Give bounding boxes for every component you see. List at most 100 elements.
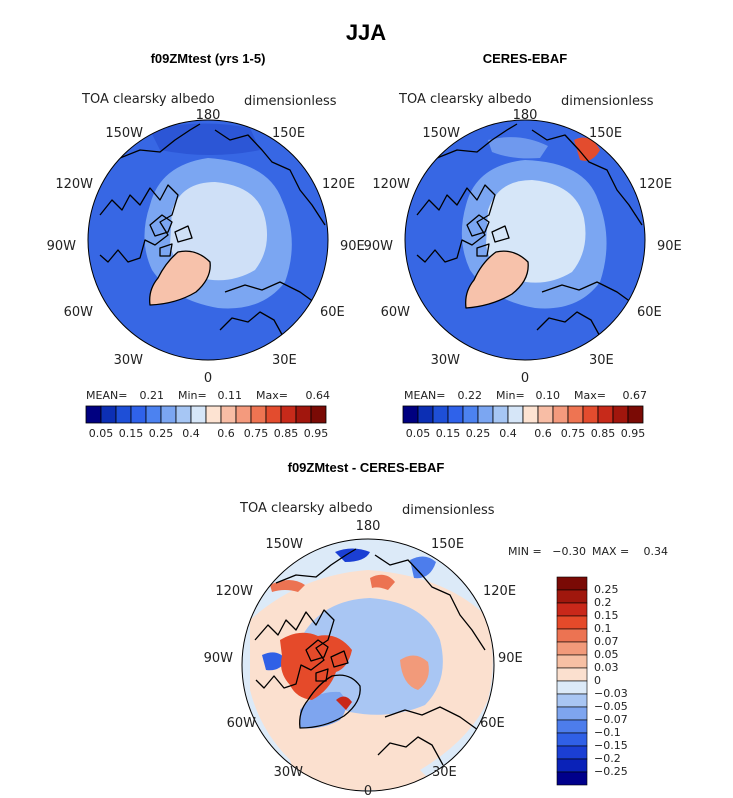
coastline-greenland-obs xyxy=(465,250,529,309)
colorbar-swatch xyxy=(432,405,449,424)
colorbar-ticks-model: 0.05 0.15 0.25 0.4 0.6 0.75 0.85 0.95 xyxy=(89,427,329,440)
coastline-alaska-diff xyxy=(275,548,357,584)
colorbar-obs xyxy=(402,405,644,424)
colorbar-tick: 0.05 xyxy=(594,648,619,661)
stat-max-label: Max= xyxy=(256,389,288,402)
colorbar-tick: 0.6 xyxy=(217,427,235,440)
lon-label: 30E xyxy=(589,353,614,368)
colorbar-tick: 0.75 xyxy=(244,427,269,440)
panel-obs-title: CERES-EBAF xyxy=(483,51,568,66)
coastline-greenland-diff xyxy=(299,674,361,729)
colorbar-swatch xyxy=(556,576,588,591)
colorbar-swatch xyxy=(556,745,588,760)
lon-label: 120E xyxy=(483,584,516,599)
colorbar-swatch xyxy=(556,719,588,734)
greenland-obs xyxy=(465,251,529,308)
greenland-model xyxy=(149,251,211,305)
panel-obs-units: dimensionless xyxy=(561,94,654,109)
colorbar-swatch xyxy=(522,405,539,424)
lon-label: 0 xyxy=(204,371,212,386)
diff-east-siberian-negative xyxy=(335,548,370,562)
colorbar-tick: 0.25 xyxy=(466,427,491,440)
lon-label: 120W xyxy=(372,177,410,192)
colorbar-swatch xyxy=(115,405,132,424)
coastline-canadian-islands-diff xyxy=(305,639,349,682)
diff-greenland-negative xyxy=(300,691,346,729)
colorbar-swatch xyxy=(556,589,588,604)
lon-label: 60W xyxy=(227,716,257,731)
colorbar-swatch xyxy=(220,405,237,424)
coastline-eurasia-model xyxy=(224,281,319,306)
coastline-alaska-obs xyxy=(436,123,518,159)
colorbar-tick: 0.85 xyxy=(591,427,616,440)
colorbar-swatch xyxy=(175,405,192,424)
coastline-canadian-islands-model xyxy=(149,214,193,257)
panel-model-variable: TOA clearsky albedo xyxy=(81,92,215,107)
colorbar-tick: −0.2 xyxy=(594,752,621,765)
colorbar-tick: 0.75 xyxy=(561,427,586,440)
colorbar-swatch xyxy=(552,405,569,424)
colorbar-swatch xyxy=(295,405,312,424)
lon-label: 120E xyxy=(322,177,355,192)
stat-mean-label: MEAN= xyxy=(86,389,127,402)
colorbar-tick: 0.25 xyxy=(149,427,174,440)
colorbar-swatch xyxy=(556,602,588,617)
colorbar-swatch xyxy=(250,405,267,424)
lon-label: 150W xyxy=(422,126,460,141)
colorbar-tick: 0.1 xyxy=(594,622,612,635)
coastline-north-america-diff xyxy=(254,609,335,689)
lon-label: 30W xyxy=(274,765,304,780)
colorbar-swatch xyxy=(492,405,509,424)
colorbar-tick: 0.85 xyxy=(274,427,299,440)
map-border-model xyxy=(87,119,329,361)
coastline-north-america-model xyxy=(99,184,179,263)
map-border-obs xyxy=(404,119,646,361)
colorbar-swatch xyxy=(100,405,117,424)
colorbar-swatch xyxy=(567,405,584,424)
colorbar-tick: −0.03 xyxy=(594,687,628,700)
colorbar-swatch xyxy=(556,628,588,643)
coastline-siberia-diff xyxy=(374,554,486,651)
diff-siberian-edge-positive xyxy=(270,574,395,592)
lon-label: 90E xyxy=(498,651,523,666)
lon-label: 120W xyxy=(215,584,253,599)
colorbar-swatch xyxy=(205,405,222,424)
lon-label: 60E xyxy=(480,716,505,731)
lon-label: 30W xyxy=(431,353,461,368)
stat-max-label: Max= xyxy=(574,389,606,402)
panel-obs: CERES-EBAF TOA clearsky albedo dimension… xyxy=(364,51,682,440)
longitude-labels-diff: 180 150E 120E 90E 60E 30E 0 30W 60W 90W … xyxy=(204,519,523,798)
colorbar-tick: 0.15 xyxy=(436,427,461,440)
lon-label: 60E xyxy=(320,305,345,320)
colorbar-tick: 0 xyxy=(594,674,601,687)
panel-diff-units: dimensionless xyxy=(402,503,495,518)
colorbar-swatch xyxy=(556,732,588,747)
colorbar-swatch xyxy=(265,405,282,424)
stats-obs: MEAN= 0.22 Min= 0.10 Max= 0.67 xyxy=(404,389,647,402)
stat-min-label: Min= xyxy=(496,389,525,402)
colorbar-swatch xyxy=(507,405,524,424)
colorbar-swatch xyxy=(537,405,554,424)
panel-model-units: dimensionless xyxy=(244,94,337,109)
lon-label: 150E xyxy=(589,126,622,141)
lon-label: 150E xyxy=(272,126,305,141)
lon-label: 30E xyxy=(272,353,297,368)
colorbar-tick: −0.1 xyxy=(594,726,621,739)
lon-label: 150E xyxy=(431,537,464,552)
colorbar-swatch xyxy=(556,758,588,773)
colorbar-diff xyxy=(556,576,588,786)
coastline-scandinavia-obs xyxy=(536,311,603,341)
diff-barents-positive xyxy=(400,655,429,690)
colorbar-tick: 0.15 xyxy=(119,427,144,440)
coastline-eurasia-obs xyxy=(541,281,636,306)
colorbar-tick: 0.95 xyxy=(621,427,646,440)
lon-label: 120W xyxy=(55,177,93,192)
colorbar-swatch xyxy=(612,405,629,424)
lon-label: 150W xyxy=(105,126,143,141)
lon-label: 90E xyxy=(657,239,682,254)
coastline-siberia-model xyxy=(214,129,326,226)
stat-min-value: −0.30 xyxy=(552,545,586,558)
lon-label: 60W xyxy=(64,305,94,320)
stat-min-value: 0.10 xyxy=(536,389,561,402)
